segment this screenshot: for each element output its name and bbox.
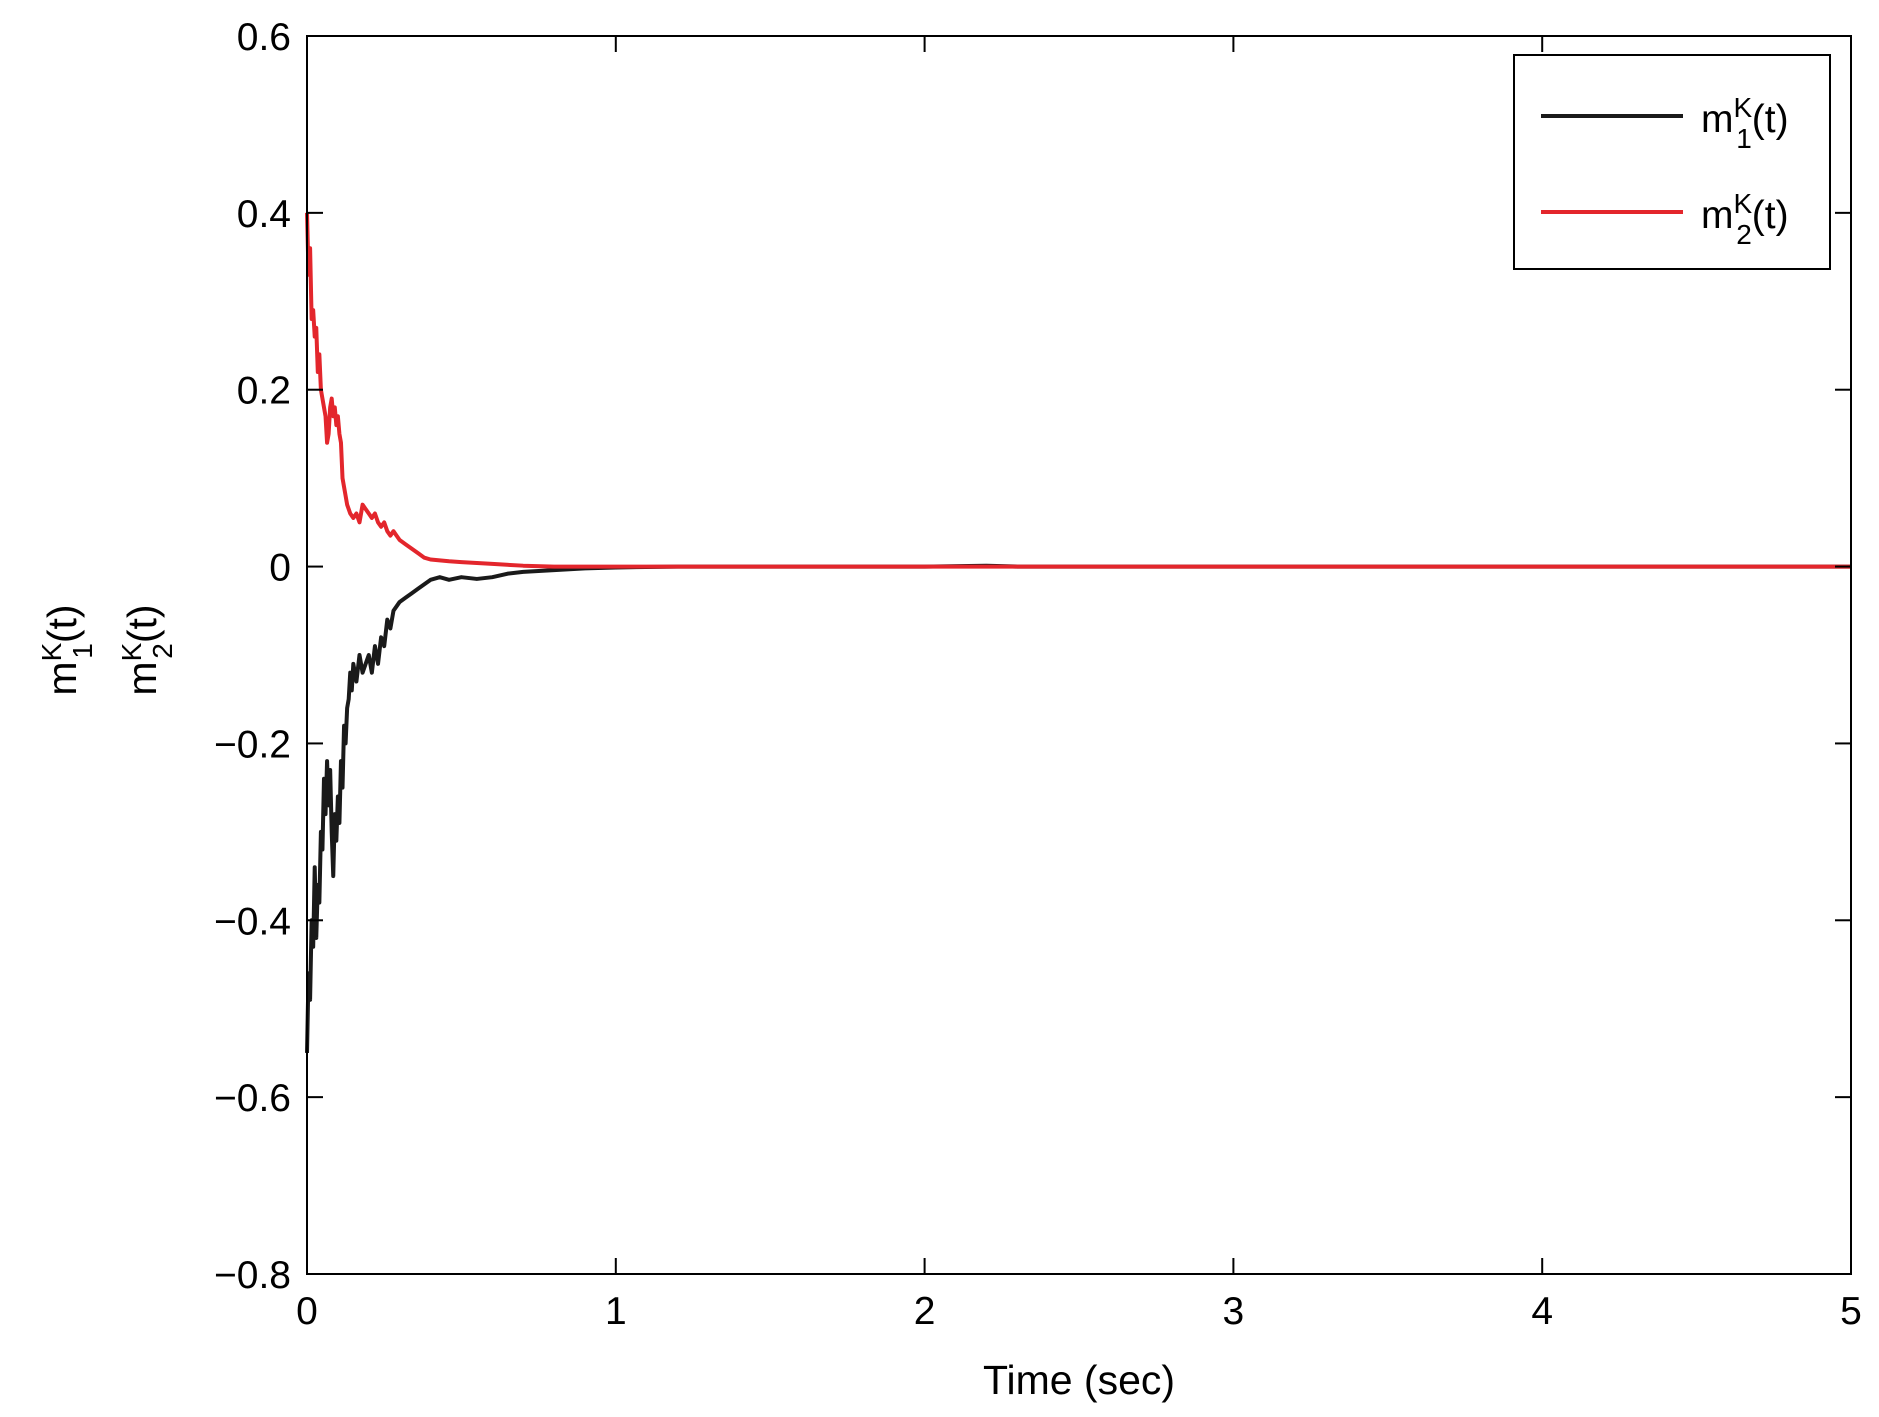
y-tick-label: 0 (269, 547, 291, 590)
x-axis-ticks: 0 1 2 3 4 5 (296, 36, 1862, 1333)
series-line-m1 (305, 563, 1851, 1053)
legend-label-m2: mK 2(t) (1701, 188, 1789, 250)
y-tick-label: −0.8 (214, 1254, 291, 1297)
series-line-m2 (305, 212, 1851, 569)
y-tick-label: 0.2 (237, 370, 291, 413)
y-tick-label: −0.4 (214, 900, 291, 943)
y-axis-ticks: −0.8 −0.6 −0.4 −0.2 0 0.2 0.4 0.6 (214, 16, 1851, 1297)
y-axis-label-line-1: mK1(t) (36, 604, 98, 695)
x-tick-label: 3 (1223, 1290, 1245, 1333)
series-layer (305, 212, 1851, 1053)
y-tick-label: −0.6 (214, 1077, 291, 1120)
x-tick-label: 1 (605, 1290, 627, 1333)
legend: mK 1(t) mK 2(t) (1513, 54, 1831, 270)
x-tick-label: 5 (1840, 1290, 1862, 1333)
y-tick-label: −0.2 (214, 723, 291, 766)
legend-label-m1: mK 1(t) (1701, 92, 1789, 154)
legend-box (1513, 54, 1831, 270)
x-axis-label: Time (sec) (983, 1357, 1175, 1403)
y-axis-label: mK1(t) mK2(t) (36, 604, 178, 695)
plot-frame (306, 35, 1852, 1275)
y-axis-label-line-2: mK2(t) (116, 604, 178, 695)
x-tick-label: 4 (1531, 1290, 1553, 1333)
y-tick-label: 0.4 (237, 193, 291, 236)
y-tick-label: 0.6 (237, 16, 291, 59)
x-tick-label: 0 (296, 1290, 318, 1333)
x-tick-label: 2 (914, 1290, 936, 1333)
